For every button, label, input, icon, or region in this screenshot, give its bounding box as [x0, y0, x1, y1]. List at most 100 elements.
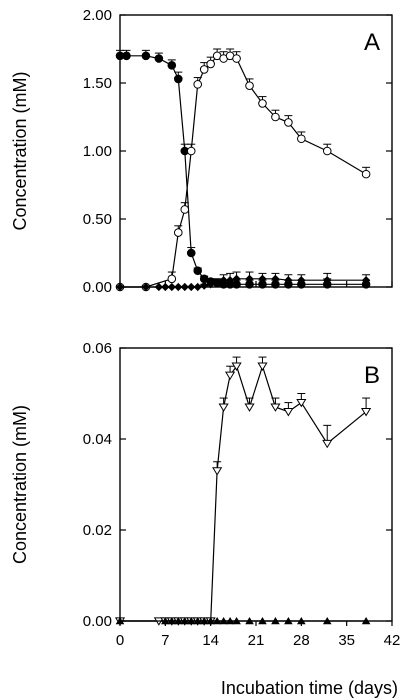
- panel-b-series-1-point: [231, 362, 242, 371]
- panel-a: 0.00 0.50 1.00 1.50 2.00 A Concentration (mM): [10, 7, 393, 296]
- panel-b-y-tick-label: 0.00: [83, 613, 112, 630]
- panel-a-series-3-point: [206, 280, 215, 289]
- panel-a-series-3-point: [271, 274, 280, 284]
- panel-b: 0.00 0.02 0.04 0.06 0 7 14 21 28 35 42 B Concentrati…: [10, 340, 400, 649]
- panel-b-series-2: [115, 616, 371, 625]
- panel-a-y-axis-title: Concentration (mM): [10, 71, 30, 230]
- panel-a-series-3-point: [115, 282, 125, 292]
- panel-a-series-3-point: [225, 276, 235, 285]
- panel-a-series-3-point: [297, 276, 306, 285]
- panel-a-series-1: [115, 49, 371, 289]
- panel-a-series-2-point: [245, 81, 254, 91]
- panel-b-y-tick-label: 0.04: [83, 431, 112, 448]
- panel-a-series-2: [115, 48, 371, 292]
- panel-b-series-1-point: [244, 403, 255, 412]
- panel-a-series-3-point: [219, 276, 228, 285]
- panel-a-series-1-point: [186, 248, 196, 258]
- panel-b-series-2-point: [297, 616, 306, 625]
- panel-a-series-2-point: [199, 65, 209, 74]
- panel-b-y-tick-label: 0.06: [83, 340, 112, 357]
- panel-a-series-3-point: [161, 282, 170, 292]
- panel-a-series-2-point: [297, 134, 306, 144]
- panel-b-frame: [119, 347, 393, 622]
- panel-a-series-3-point: [167, 282, 176, 292]
- panel-a-series-2-line: [120, 55, 367, 288]
- panel-a-series-2-point: [232, 54, 241, 63]
- panel-a-series-3-point: [361, 276, 371, 285]
- panel-b-series-1-point: [257, 362, 268, 371]
- panel-b-series-1-point: [322, 439, 333, 449]
- panel-a-series-3-point: [258, 274, 267, 284]
- panel-b-label: B: [364, 362, 380, 389]
- panel-b-series-2-point: [225, 616, 235, 625]
- panel-a-series-3-point: [141, 282, 151, 292]
- panel-b-x-tick-label: 42: [384, 632, 400, 649]
- panel-a-y-tick-label: 1.50: [83, 75, 112, 92]
- panel-a-series-2-point: [258, 99, 267, 108]
- panel-a-series-3-point: [154, 282, 164, 292]
- panel-a-series-2-point: [361, 169, 371, 179]
- panel-a-series-3-point: [187, 282, 196, 292]
- panel-b-series-2-point: [173, 616, 183, 625]
- panel-a-series-2-point: [322, 146, 332, 156]
- panel-a-series-2-point: [193, 80, 203, 89]
- panel-a-series-2-point: [167, 274, 177, 284]
- panel-a-series-1-line: [120, 55, 367, 285]
- panel-b-series-1-point: [270, 403, 281, 412]
- panel-b-x-tick-label: 14: [202, 632, 219, 649]
- panel-b-series-1-point: [218, 403, 229, 412]
- panel-a-series-3-point: [323, 276, 332, 285]
- panel-b-series-1-point: [296, 398, 307, 408]
- panel-b-x-tick-label: 35: [338, 632, 355, 649]
- panel-a-series-1-point: [193, 266, 203, 275]
- panel-b-series-2-point: [271, 616, 280, 625]
- panel-b-x-tick-label: 0: [116, 632, 124, 649]
- panel-b-series-2-point: [219, 616, 228, 625]
- panel-a-series-1-point: [173, 74, 183, 84]
- panel-a-series-3-point: [212, 278, 222, 288]
- panel-b-series-2-point: [232, 616, 241, 625]
- panel-a-series-2-point: [186, 146, 196, 156]
- panel-b-series-1-point: [361, 408, 372, 417]
- panel-a-series-1-point: [141, 51, 151, 61]
- panel-a-series-3-point: [200, 281, 209, 290]
- panel-a-series-3-point: [284, 276, 293, 285]
- panel-a-label: A: [364, 29, 380, 56]
- panel-b-y-axis-title: Concentration (mM): [10, 405, 30, 564]
- panel-a-series-3-point: [180, 282, 189, 292]
- panel-b-series-2-point: [167, 616, 177, 625]
- panel-a-series-1-point: [154, 54, 164, 63]
- panel-a-series-3-point: [193, 282, 202, 292]
- panel-b-series-2-point: [361, 616, 371, 625]
- panel-a-y-tick-label: 0.50: [83, 211, 112, 228]
- panel-a-series-1-point: [122, 51, 131, 61]
- panel-b-series-2-point: [322, 616, 332, 625]
- panel-b-x-tick-label: 21: [248, 632, 265, 649]
- x-axis-title: Incubation time (days): [221, 678, 398, 698]
- panel-a-series-3-point: [174, 282, 183, 292]
- panel-b-series-2-point: [199, 616, 209, 625]
- panel-b-series-1-point: [225, 371, 236, 381]
- panel-b-x-tick-label: 28: [293, 632, 310, 649]
- panel-a-series-2-point: [180, 205, 190, 214]
- panel-a-series-2-point: [206, 59, 215, 69]
- panel-a-series-3-point: [245, 274, 254, 284]
- panel-b-series-2-point: [212, 616, 222, 625]
- panel-b-series-1-line: [120, 364, 367, 622]
- panel-a-series-3-point: [232, 274, 241, 284]
- panel-b-series-2-point: [245, 616, 254, 625]
- panel-b-series-2-point: [258, 616, 267, 625]
- panel-b-x-tick-label: 7: [161, 632, 169, 649]
- panel-a-series-3: [115, 271, 371, 292]
- panel-a-series-1-point: [167, 61, 177, 70]
- panel-a-series-2-point: [173, 228, 183, 237]
- panel-b-series-1-point: [212, 467, 223, 476]
- panel-b-series-2-point: [180, 616, 190, 625]
- panel-b-series-2-point: [284, 616, 293, 625]
- panel-a-series-2-point: [271, 112, 280, 122]
- panel-a-series-2-point: [284, 118, 293, 127]
- panel-b-series-2-point: [186, 616, 196, 625]
- panel-b-series-2-point: [161, 616, 170, 625]
- panel-a-y-tick-label: 1.00: [83, 143, 112, 160]
